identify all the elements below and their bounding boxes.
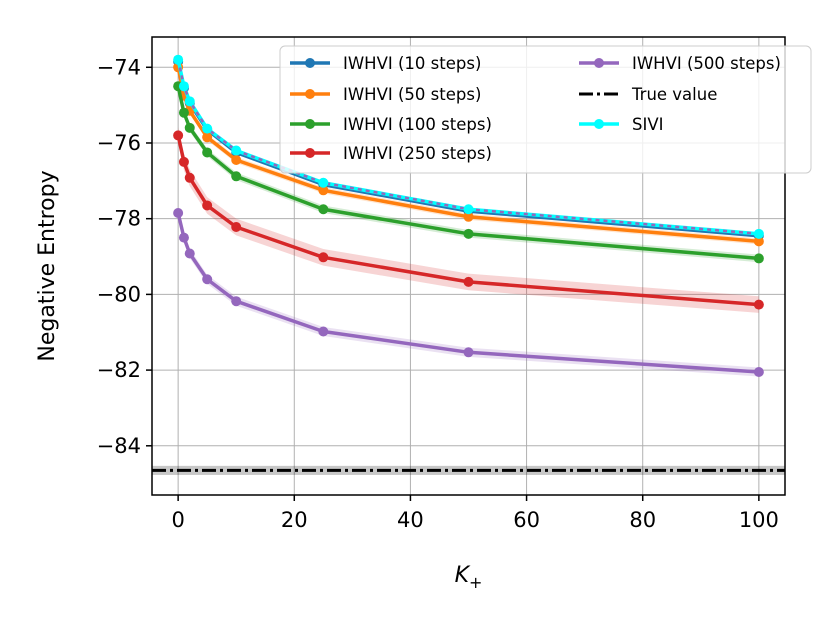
point-series-3: [184, 172, 195, 183]
x-tick-label: 0: [171, 508, 184, 532]
point-series-3: [463, 276, 474, 287]
axes: 0 20 40 60 80 100 −74 −76 −78 −80 −82 −84 K+ Negative…: [35, 36, 786, 592]
y-tick-label: −80: [97, 282, 141, 306]
point-series-5: [173, 54, 184, 65]
point-series-1: [463, 211, 474, 222]
legend-swatch-marker: [594, 58, 604, 68]
legend-label: IWHVI (50 steps): [343, 85, 481, 104]
legend-box: [279, 45, 812, 174]
y-axis-title: Negative Entropy: [35, 170, 60, 361]
y-tick-label: −78: [97, 207, 141, 231]
point-series-3: [178, 156, 189, 167]
legend-label: IWHVI (250 steps): [343, 144, 492, 163]
point-series-2: [231, 171, 242, 182]
point-series-5: [184, 96, 195, 107]
point-series-2: [202, 147, 213, 158]
point-series-4: [463, 347, 474, 358]
legend: IWHVI (10 steps) IWHVI (50 steps) IWHVI (1…: [279, 45, 812, 174]
point-series-4: [318, 326, 329, 337]
y-tick-label: −84: [97, 434, 141, 458]
point-series-5: [318, 177, 329, 188]
legend-swatch-marker: [305, 89, 315, 99]
x-axis-title: K+: [455, 563, 483, 592]
point-series-4: [178, 232, 189, 243]
legend-swatch-marker: [305, 148, 315, 158]
point-series-4: [184, 248, 195, 259]
y-tick-label: −82: [97, 358, 141, 382]
point-series-2: [463, 228, 474, 239]
point-series-4: [202, 274, 213, 285]
point-series-4: [173, 208, 184, 219]
point-series-3: [318, 252, 329, 263]
point-series-2: [184, 122, 195, 133]
x-tick-label: 60: [513, 508, 540, 532]
x-tick-label: 40: [397, 508, 424, 532]
point-series-3: [202, 200, 213, 211]
legend-label: SIVI: [632, 115, 664, 134]
legend-swatch-marker: [305, 58, 315, 68]
legend-label: IWHVI (100 steps): [343, 115, 492, 134]
point-series-3: [753, 299, 764, 310]
point-series-4: [231, 296, 242, 307]
legend-label: True value: [631, 85, 717, 104]
band-series-3: [178, 127, 759, 313]
point-series-5: [178, 81, 189, 92]
point-series-3: [173, 130, 184, 141]
legend-swatch-marker: [305, 119, 315, 129]
series-lines: [152, 54, 785, 472]
point-series-3: [231, 222, 242, 233]
y-tick-label: −76: [97, 131, 141, 155]
legend-label: IWHVI (500 steps): [632, 54, 781, 73]
true-value-band: [152, 465, 785, 475]
x-tick-label: 100: [739, 508, 779, 532]
point-series-1: [753, 236, 764, 247]
point-series-5: [231, 145, 242, 156]
x-tick-label: 20: [281, 508, 308, 532]
point-series-1: [231, 155, 242, 166]
point-series-1: [318, 185, 329, 196]
axes-frame: [151, 36, 786, 496]
point-series-5: [463, 204, 474, 215]
legend-label: IWHVI (10 steps): [343, 54, 481, 73]
point-series-2: [178, 107, 189, 118]
point-series-4: [753, 366, 764, 377]
point-series-5: [202, 123, 213, 134]
x-tick-label: 80: [629, 508, 656, 532]
point-series-2: [318, 204, 329, 215]
point-series-2: [753, 253, 764, 264]
legend-swatch-marker: [594, 119, 604, 129]
point-series-1: [202, 132, 213, 143]
y-tick-label: −74: [97, 55, 141, 79]
point-series-5: [753, 228, 764, 239]
